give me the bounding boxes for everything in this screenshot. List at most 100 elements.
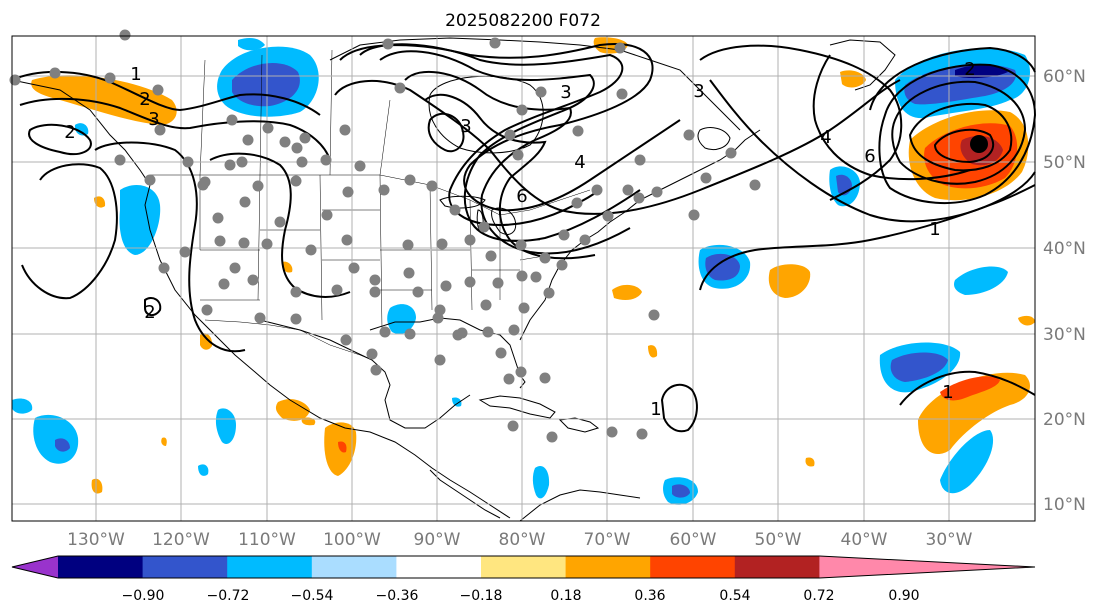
pos-patch-mid-atlantic [768,264,811,298]
neg-patch-bc [119,185,161,255]
station-dot [378,184,390,196]
pos-patch-small-a [200,333,213,350]
neg-patch-e-atlantic-3 [954,266,1008,295]
contour-lines [11,43,1037,433]
newfoundland [697,127,731,151]
station-dot [290,175,302,187]
station-dot [279,136,291,148]
station-dot [725,147,737,159]
lon-label: 120°W [152,530,210,550]
station-dot [539,372,551,384]
pos-patch-alaska [31,75,177,125]
station-dot [382,38,394,50]
station-dot [348,262,360,274]
station-dot [369,286,381,298]
contour-trough-1 [359,43,624,227]
station-dot [426,180,438,192]
station-dot [342,186,354,198]
contour-mid-atlantic-trough [812,54,971,181]
colorbar-segment [481,556,567,578]
neg-patch-nw-rockies-core [232,62,300,107]
station-dot [290,313,302,325]
station-dot [516,270,528,282]
station-dot [516,104,528,116]
neg-patch-pacific-1-core [55,438,70,452]
colorbar-segment [396,556,482,578]
colorbar-segment [311,556,397,578]
pos-patch-sw-mexico [275,399,310,421]
station-dot [648,309,660,321]
contour-sw-loop [144,297,162,316]
station-dot [518,302,530,314]
station-dot [354,160,366,172]
station-dot [152,84,164,96]
contour-alaska-2 [19,97,331,161]
contour-carib-loop [660,383,698,433]
lon-label: 80°W [499,530,546,550]
station-dot [305,244,317,256]
colorbar-segment [650,556,736,578]
contour-se-atlantic [899,370,1036,406]
station-dot [341,234,353,246]
station-dot [339,124,351,136]
neg-patch-ne-atlantic-deep [955,65,1008,79]
station-dot [634,154,646,166]
neg-patch-arctic [238,37,265,51]
contour-atlantic-ne-1 [891,80,1027,185]
station-dot [179,246,191,258]
colorbar-segment [227,556,313,578]
central-america [429,469,501,519]
contour-label: 3 [460,116,471,137]
station-dot [402,239,414,251]
neg-patch-pacific-2 [12,398,33,414]
station-dot [201,304,213,316]
station-dot [512,149,524,161]
station-dot [688,209,700,221]
station-dot [144,174,156,186]
station-dot [247,274,259,286]
station-dot [436,238,448,250]
lon-label: 90°W [414,530,461,550]
contour-label: 3 [693,81,704,102]
station-dot [456,327,468,339]
station-dot [229,262,241,274]
station-dot [340,334,352,346]
station-dot [199,176,211,188]
station-dot [119,29,131,41]
coastlines [11,37,896,522]
contour-lower-atlantic [699,184,1036,291]
contour-label: 1 [650,399,661,420]
pos-patch-e-atlantic-red [940,376,1000,401]
contour-label: 1 [942,382,953,403]
contour-label: 2 [144,302,155,323]
lat-label: 60°N [1043,67,1086,87]
contour-label: 4 [820,127,831,148]
cuba [478,395,556,419]
anomaly-shading [12,37,1035,505]
station-dot [331,284,343,296]
pos-patch-60w [612,284,642,300]
station-dot [683,129,695,141]
neg-patch-e-atlantic-2 [940,430,994,494]
map-panel: 1 2 3 3 3 3 4 6 6 4 1 1 2 2 1 2 [9,29,1037,522]
lat-label: 20°N [1043,410,1086,430]
canada-arctic-coast [329,37,741,131]
contour-great-lakes-ridge [339,43,681,212]
hispaniola [558,417,600,433]
figure-title: 2025082200 F072 [445,11,601,31]
lat-label: 10°N [1043,495,1086,515]
colorbar-tick-label: 0.36 [634,588,665,604]
contour-label: 3 [560,82,571,103]
station-dot [242,134,254,146]
colorbar [11,555,1036,579]
station-dot [440,280,452,292]
station-dot [651,186,663,198]
station-dot [432,312,444,324]
station-dot [535,86,547,98]
lon-label: 60°W [670,530,717,550]
station-dot [158,262,170,274]
station-dot [530,271,542,283]
station-dot [214,235,226,247]
station-dot [636,428,648,440]
